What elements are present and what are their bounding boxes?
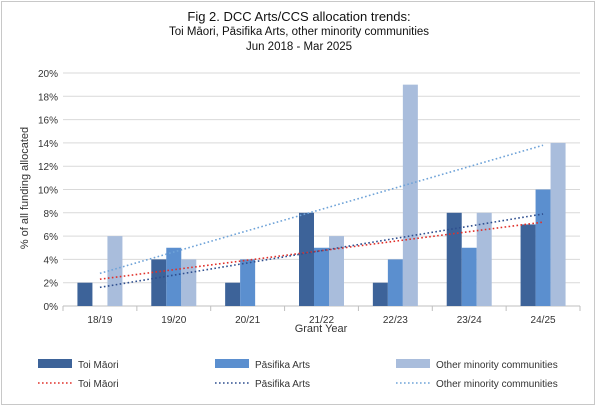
- y-tick-label: 0%: [44, 302, 59, 313]
- bar: [535, 189, 551, 306]
- bar: [225, 282, 241, 306]
- trendline: [99, 144, 544, 275]
- chart-title-block: Fig 2. DCC Arts/CCS allocation trends: T…: [0, 8, 598, 55]
- bar: [387, 259, 403, 306]
- bar: [299, 212, 314, 306]
- bars: [77, 84, 566, 307]
- y-tick-label: 18%: [38, 92, 58, 103]
- bar: [329, 236, 344, 306]
- bar: [446, 212, 462, 306]
- bar: [314, 247, 329, 306]
- x-tick-label: 23/24: [457, 315, 482, 326]
- x-tick-label: 18/19: [87, 315, 112, 326]
- x-tick-label: 21/22: [309, 315, 334, 326]
- trendlines: [99, 144, 544, 289]
- y-tick-label: 8%: [44, 209, 59, 220]
- y-tick-label: 6%: [44, 232, 59, 243]
- legend-swatch: [396, 359, 430, 368]
- x-axis-title: Grant Year: [295, 323, 348, 335]
- legend-label: Toi Māori: [78, 360, 119, 371]
- y-axis-title: % of all funding allocated: [19, 127, 31, 249]
- chart-title: Fig 2. DCC Arts/CCS allocation trends:: [187, 9, 411, 24]
- x-tick-label: 20/21: [235, 315, 260, 326]
- legend-label: Other minority communities: [436, 360, 558, 371]
- y-tick-label: 16%: [38, 116, 58, 127]
- bar: [372, 282, 388, 306]
- bar: [107, 236, 123, 306]
- bar: [461, 247, 477, 306]
- chart-subtitle-line2: Jun 2018 - Mar 2025: [245, 41, 353, 53]
- legend-label: Pāsifika Arts: [255, 360, 310, 371]
- legend-label: Other minority communities: [436, 379, 558, 390]
- y-tick-label: 4%: [44, 255, 59, 266]
- trendline: [99, 221, 544, 280]
- bar: [402, 84, 418, 307]
- bar: [520, 224, 536, 306]
- bar: [77, 282, 93, 306]
- x-tick-label: 19/20: [161, 315, 186, 326]
- y-tick-label: 14%: [38, 139, 58, 150]
- bar: [151, 259, 167, 306]
- legend-swatch: [215, 359, 249, 368]
- bar: [166, 247, 182, 306]
- bar: [181, 259, 197, 306]
- legend-label: Pāsifika Arts: [255, 379, 310, 390]
- y-tick-label: 12%: [38, 162, 58, 173]
- y-tick-label: 2%: [44, 279, 59, 290]
- bar: [550, 142, 566, 306]
- trendline: [99, 213, 544, 289]
- y-tick-label: 20%: [38, 69, 58, 80]
- axes: [62, 305, 581, 311]
- x-tick-label: 24/25: [531, 315, 556, 326]
- bar: [476, 212, 492, 306]
- tick-labels: 0% 2% 4% 6% 8% 10% 12% 14% 16% 18% 20% 18/19 19/20 20…: [38, 69, 556, 326]
- gridlines: [63, 72, 580, 284]
- legend: Toi Māori Pāsifika Arts Other minority com…: [38, 359, 558, 390]
- chart-subtitle-line1: Toi Māori, Pāsifika Arts, other minority…: [168, 26, 430, 38]
- y-tick-label: 10%: [38, 186, 58, 197]
- legend-label: Toi Māori: [78, 379, 119, 390]
- bar: [240, 259, 256, 306]
- legend-swatch: [38, 359, 72, 368]
- x-tick-label: 22/23: [383, 315, 408, 326]
